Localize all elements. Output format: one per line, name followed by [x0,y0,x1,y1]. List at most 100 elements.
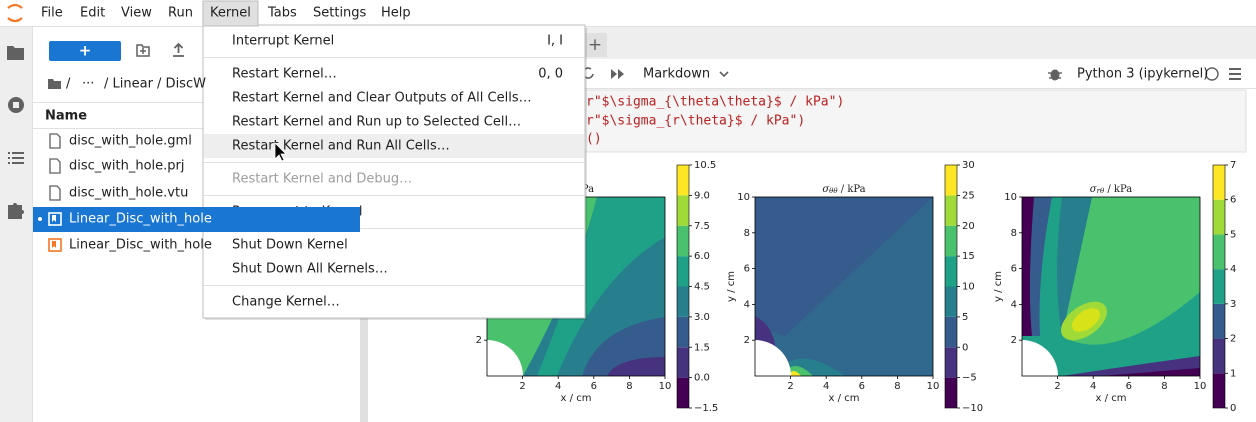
code-line: () [586,132,602,147]
colorbar-label: 15 [962,251,975,262]
contour-band [537,197,665,376]
colorbar-band [1213,303,1225,339]
code-line: r"$\sigma_{r\theta}$ / kPa") [586,114,805,129]
x-tick-label: 2 [519,381,525,392]
colorbar-band [677,225,689,257]
cell-type-dropdown[interactable]: Markdown [643,67,710,82]
x-tick-label: 8 [626,381,632,392]
colorbar-label: 0 [962,342,968,353]
menubar-item[interactable]: Run [168,6,193,21]
x-tick-label: 8 [894,381,900,392]
menubar-item[interactable]: Kernel [210,6,251,21]
file-name[interactable]: Linear_Disc_with_hole [69,238,212,253]
new-launcher-button[interactable] [49,41,121,61]
file-row-selected[interactable] [33,207,360,232]
x-tick-label: 10 [659,381,672,392]
new-tab-button[interactable] [583,33,607,57]
y-tick-label: 2 [744,335,750,346]
menubar-item[interactable]: View [121,6,152,21]
y-tick-label: 10 [737,192,750,203]
menubar-item[interactable]: Tabs [267,6,297,21]
x-tick-label: 2 [787,381,793,392]
colorbar-band [677,165,689,196]
colorbar-band [945,256,957,287]
upload-icon[interactable] [173,42,184,57]
code-line: r"$\sigma_{\theta\theta}$ / kPa") [586,95,844,110]
menu-item[interactable]: Restart Kernel and Clear Outputs of All … [232,91,532,106]
file-name[interactable]: disc_with_hole.prj [69,159,185,174]
menu-item[interactable]: Interrupt Kernel [232,34,334,49]
colorbar-band [945,165,957,196]
breadcrumb-home[interactable] [48,79,61,89]
colorbar-label: 1 [1230,368,1236,379]
x-tick-label: 4 [1090,381,1096,392]
title-symbol: σ [1090,184,1098,195]
x-tick-label: 4 [823,381,829,392]
colorbar-label: 9.0 [694,190,710,201]
x-axis-label: x / cm [1096,393,1127,404]
colorbar-label: 0.0 [694,373,710,384]
menubar-item-active [202,0,259,27]
menu-item[interactable]: Restart Kernel… [232,67,337,82]
menu-item[interactable]: Restart Kernel and Run up to Selected Ce… [232,115,521,130]
breadcrumb-part[interactable]: ··· [82,77,94,92]
y-tick-label: 4 [1011,299,1017,310]
contour-plot: σθθ / kPa 2 4 6 8 10 x / cm 10 8 6 4 2 y / cm 30 25 20 1… [726,160,983,414]
cell-type-caret [719,71,729,78]
file-name[interactable]: Linear_Disc_with_hole [69,212,212,227]
column-header[interactable]: Name [45,109,87,124]
menu-icon[interactable] [1229,68,1241,80]
hole [487,340,523,376]
colorbar-label: 30 [962,160,975,171]
notebook-icon-mark [52,215,56,222]
colorbar-label: 0 [1230,403,1236,414]
menu-item[interactable]: Restart Kernel and Run All Cells… [232,139,450,154]
x-axis-label: x / cm [829,393,860,404]
new-folder-icon[interactable] [136,44,150,57]
menubar-item[interactable]: Edit [80,6,105,21]
menubar-item[interactable]: Help [381,6,411,21]
toc-icon[interactable] [8,152,24,164]
colorbar-label: −1.5 [694,403,718,414]
colorbar-label: 25 [962,190,975,201]
colorbar-band [945,195,957,226]
breadcrumb-part[interactable]: / [66,77,71,92]
y-tick-label: 2 [476,335,482,346]
file-name[interactable]: disc_with_hole.vtu [69,186,188,201]
title-sub: θθ [829,187,838,195]
x-tick-label: 2 [1054,381,1060,392]
colorbar-band [677,195,689,226]
title-symbol: σ [822,184,830,195]
plot-title: σθθ / kPa [822,184,865,196]
file-name[interactable]: disc_with_hole.gml [69,134,192,149]
folder-icon[interactable] [7,46,24,60]
colorbar-label: 10.5 [694,160,716,171]
notebook-icon-mark [52,241,56,248]
notebook-icon [48,212,62,226]
y-axis-label: y / cm [726,271,737,302]
contour-band [1022,197,1034,336]
kernel-name[interactable]: Python 3 (ipykernel) [1077,67,1208,82]
contour-band [755,316,775,346]
menu-item[interactable]: Change Kernel… [232,295,340,310]
extension-icon[interactable] [8,203,24,219]
colorbar-label: −10 [962,403,983,414]
colorbar-band [1213,373,1225,408]
colorbar-band [677,256,689,287]
breadcrumb-part[interactable]: / Linear / DiscW [104,77,206,92]
file-icon [49,158,61,174]
run-all-icon[interactable] [611,69,624,79]
hole [755,340,791,376]
colorbar-band [1213,234,1225,270]
menu-item[interactable]: Shut Down All Kernels… [232,262,388,277]
menubar-item[interactable]: File [41,6,63,21]
menubar-item[interactable]: Settings [313,6,367,21]
jupyter-logo[interactable] [7,3,23,23]
file-icon [49,133,61,149]
menu-item[interactable]: Shut Down Kernel [232,238,348,253]
title-unit: / kPa [1104,184,1132,195]
title-sub: rθ [1097,187,1105,195]
debugger-icon[interactable] [1048,69,1062,81]
colorbar-label: 7.5 [694,221,710,232]
